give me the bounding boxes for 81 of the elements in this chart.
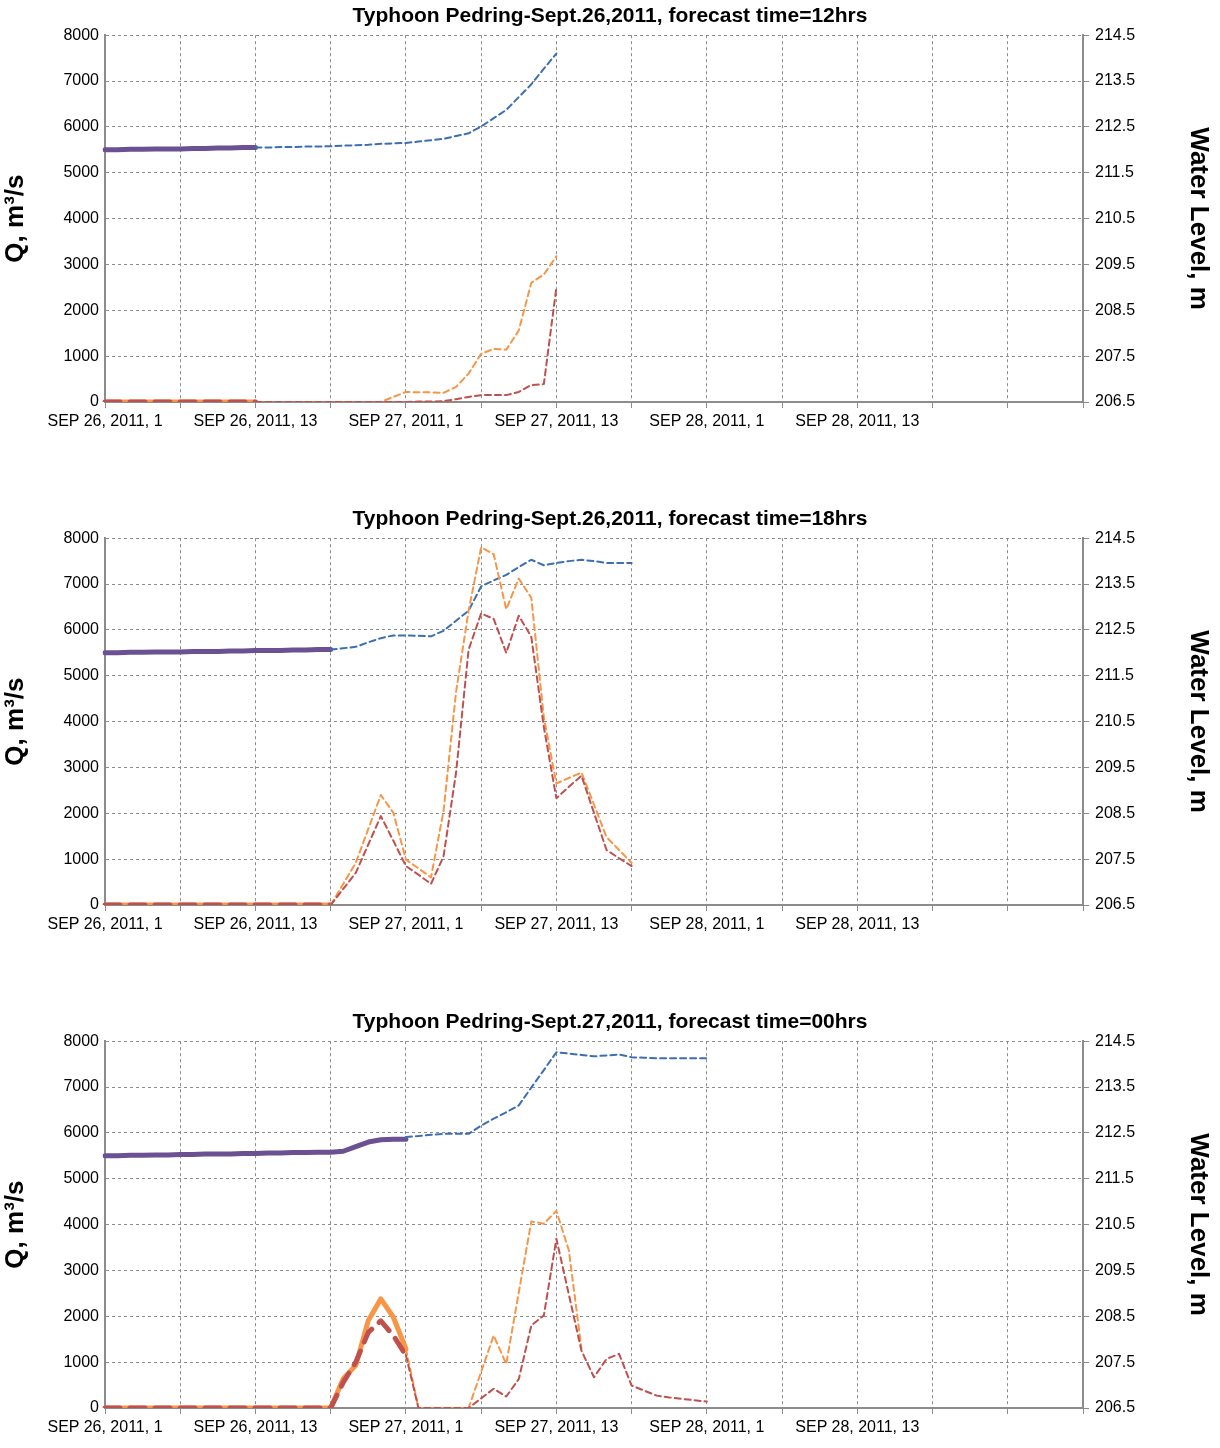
y-tick-label: 4000 [63, 712, 100, 730]
y-axis-title: Q, m³/s [0, 677, 29, 766]
y2-tick-label: 208.5 [1095, 1306, 1136, 1324]
y2-tick-label: 214.5 [1095, 25, 1136, 43]
y-tick-label: 8000 [63, 1031, 100, 1049]
y2-tick-label: 209.5 [1095, 254, 1136, 272]
y2-tick-label: 214.5 [1095, 1031, 1136, 1049]
x-tick-label: SEP 28, 2011, 13 [795, 915, 920, 933]
y2-tick-label: 209.5 [1095, 757, 1136, 775]
x-tick-label: SEP 26, 2011, 1 [47, 1418, 163, 1436]
x-tick-label: SEP 27, 2011, 1 [348, 1418, 464, 1436]
y2-tick-label: 210.5 [1095, 209, 1136, 227]
y2-tick-label: 208.5 [1095, 803, 1136, 821]
y-tick-label: 0 [90, 1398, 100, 1416]
x-tick-label: SEP 26, 2011, 13 [193, 412, 318, 430]
chart-title: Typhoon Pedring-Sept.26,2011, forecast time=12hrs [352, 3, 868, 27]
y2-tick-label: 207.5 [1095, 849, 1136, 867]
y-tick-label: 2000 [63, 803, 100, 821]
y2-axis-title: Water Level, m [1185, 630, 1216, 813]
y-tick-label: 1000 [63, 849, 100, 867]
y-tick-label: 2000 [63, 300, 100, 318]
x-tick-label: SEP 26, 2011, 13 [193, 915, 318, 933]
y2-tick-label: 212.5 [1095, 117, 1136, 135]
y-tick-label: 0 [90, 392, 100, 410]
x-tick-label: SEP 28, 2011, 1 [649, 915, 765, 933]
y2-tick-label: 210.5 [1095, 712, 1136, 730]
y2-tick-label: 211.5 [1095, 666, 1134, 684]
y-tick-label: 4000 [63, 1215, 100, 1233]
y2-tick-label: 212.5 [1095, 620, 1136, 638]
y-tick-label: 3000 [63, 757, 100, 775]
y-axis-title: Q, m³/s [0, 1180, 29, 1269]
y2-tick-label: 209.5 [1095, 1260, 1136, 1278]
chart-title: Typhoon Pedring-Sept.26,2011, forecast time=18hrs [352, 506, 868, 530]
y-tick-label: 3000 [63, 254, 100, 272]
y-tick-label: 6000 [63, 1123, 100, 1141]
y-tick-label: 6000 [63, 620, 100, 638]
y-tick-label: 6000 [63, 117, 100, 135]
y-tick-label: 5000 [63, 163, 100, 181]
y-tick-label: 2000 [63, 1306, 100, 1324]
chart-title: Typhoon Pedring-Sept.27,2011, forecast time=00hrs [352, 1009, 868, 1033]
y-tick-label: 7000 [63, 574, 100, 592]
y2-tick-label: 213.5 [1095, 574, 1136, 592]
x-tick-label: SEP 27, 2011, 13 [494, 412, 619, 430]
y2-tick-label: 206.5 [1095, 895, 1136, 913]
y-tick-label: 8000 [63, 25, 100, 43]
y2-tick-label: 212.5 [1095, 1123, 1136, 1141]
x-tick-label: SEP 26, 2011, 1 [47, 915, 163, 933]
x-tick-label: SEP 28, 2011, 13 [795, 1418, 920, 1436]
y2-tick-label: 210.5 [1095, 1215, 1136, 1233]
x-tick-label: SEP 27, 2011, 1 [348, 915, 464, 933]
y2-tick-label: 213.5 [1095, 1077, 1136, 1095]
y2-tick-label: 211.5 [1095, 1169, 1134, 1187]
y2-tick-label: 214.5 [1095, 528, 1136, 546]
x-tick-label: SEP 26, 2011, 1 [47, 412, 163, 430]
y2-axis-title: Water Level, m [1185, 1133, 1216, 1316]
y-tick-label: 5000 [63, 666, 100, 684]
y-tick-label: 8000 [63, 528, 100, 546]
y2-tick-label: 206.5 [1095, 392, 1136, 410]
y2-tick-label: 208.5 [1095, 300, 1136, 318]
y-tick-label: 0 [90, 895, 100, 913]
y2-tick-label: 206.5 [1095, 1398, 1136, 1416]
x-tick-label: SEP 27, 2011, 13 [494, 1418, 619, 1436]
x-tick-label: SEP 28, 2011, 1 [649, 412, 765, 430]
x-tick-label: SEP 26, 2011, 13 [193, 1418, 318, 1436]
y-tick-label: 7000 [63, 1077, 100, 1095]
y-tick-label: 7000 [63, 71, 100, 89]
y2-tick-label: 207.5 [1095, 346, 1136, 364]
y-tick-label: 3000 [63, 1260, 100, 1278]
y2-tick-label: 207.5 [1095, 1352, 1136, 1370]
y-tick-label: 5000 [63, 1169, 100, 1187]
y-tick-label: 1000 [63, 346, 100, 364]
y-tick-label: 1000 [63, 1352, 100, 1370]
y-axis-title: Q, m³/s [0, 174, 29, 263]
x-tick-label: SEP 27, 2011, 13 [494, 915, 619, 933]
y2-axis-title: Water Level, m [1185, 127, 1216, 310]
x-tick-label: SEP 28, 2011, 13 [795, 412, 920, 430]
x-tick-label: SEP 27, 2011, 1 [348, 412, 464, 430]
y2-tick-label: 213.5 [1095, 71, 1136, 89]
y-tick-label: 4000 [63, 209, 100, 227]
x-tick-label: SEP 28, 2011, 1 [649, 1418, 765, 1436]
y2-tick-label: 211.5 [1095, 163, 1134, 181]
